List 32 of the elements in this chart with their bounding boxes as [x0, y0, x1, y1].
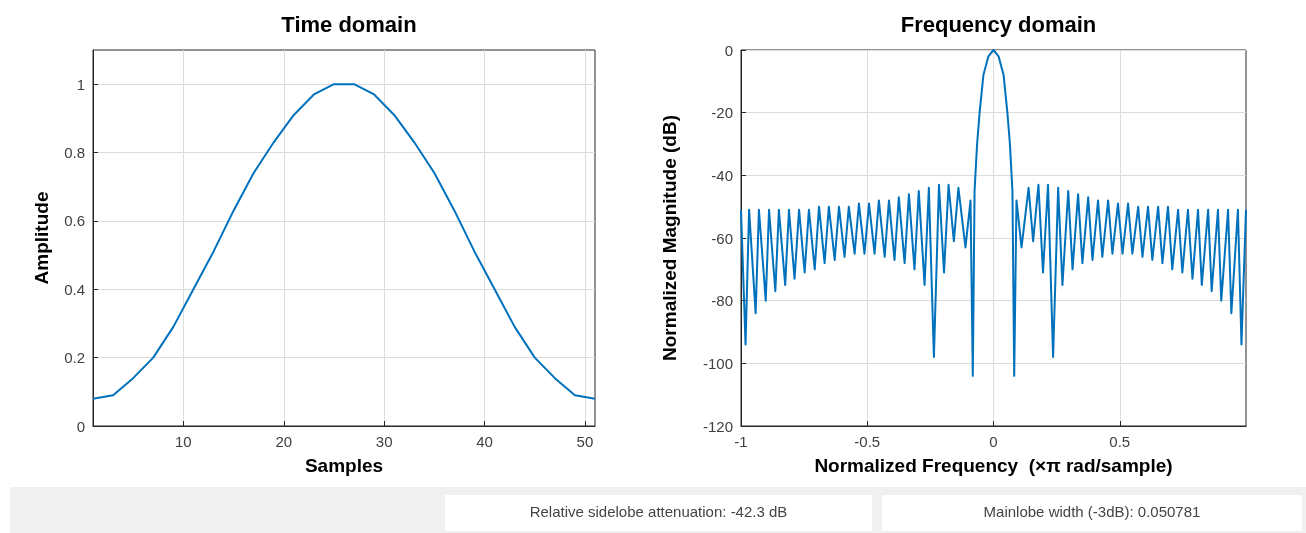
- chart-title: Time domain: [281, 11, 417, 37]
- x-tick-label: 10: [175, 433, 192, 450]
- y-tick-label: 0.8: [64, 144, 85, 162]
- y-tick-label: -120: [702, 417, 733, 435]
- x-tick-label: 50: [576, 433, 594, 450]
- y-axis-title: Normalized Magnitude (dB): [659, 115, 680, 361]
- line-series: [740, 49, 1247, 377]
- x-tick-label: 0.5: [1109, 433, 1131, 450]
- chart-title: Frequency domain: [900, 11, 1097, 37]
- y-tick-label: -40: [711, 166, 733, 184]
- y-tick-label: 0.2: [64, 349, 85, 367]
- y-tick-label: -100: [702, 354, 733, 372]
- y-tick-label: 0.6: [64, 212, 85, 230]
- x-axis-title: Normalized Frequency (×π rad/sample): [814, 455, 1173, 476]
- text: Relative sidelobe attenuation: -42.3 dB: [445, 495, 872, 531]
- y-tick-label: 0.4: [64, 280, 85, 298]
- x-tick-label: -1: [734, 433, 748, 450]
- x-axis-title: Samples: [304, 455, 384, 476]
- y-tick-label: 1: [76, 75, 85, 93]
- y-tick-label: 0: [76, 417, 85, 435]
- x-tick-label: 40: [476, 433, 493, 450]
- x-tick-label: 30: [375, 433, 393, 450]
- y-axis-title: Amplitude: [31, 191, 52, 285]
- y-tick-label: -60: [711, 229, 733, 247]
- x-tick-label: 0: [989, 433, 998, 450]
- text: Mainlobe width (-3dB): 0.050781: [882, 495, 1302, 531]
- y-tick-label: -20: [711, 104, 733, 122]
- y-tick-label: 0: [724, 41, 733, 59]
- x-tick-label: 20: [275, 433, 293, 450]
- line-series: [92, 83, 596, 400]
- x-tick-label: -0.5: [854, 433, 881, 450]
- y-tick-label: -80: [711, 292, 733, 310]
